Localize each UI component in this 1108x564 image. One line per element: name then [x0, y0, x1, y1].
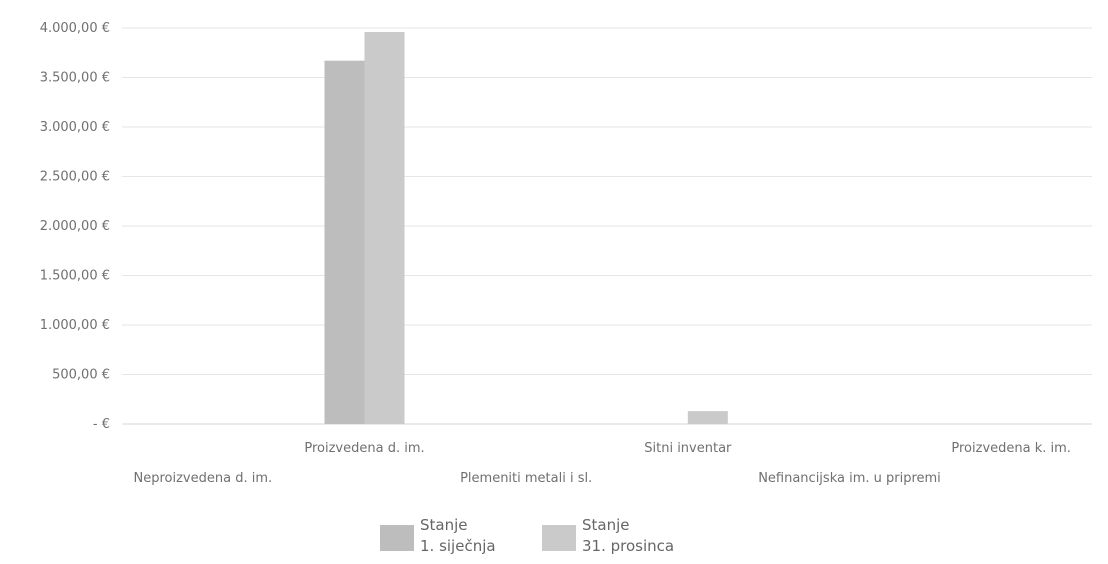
legend-swatch — [542, 525, 576, 551]
x-category-label: Sitni inventar — [644, 441, 732, 456]
legend-label: Stanje — [420, 516, 468, 534]
y-tick-label: 1.500,00 € — [40, 269, 110, 284]
x-category-label: Neproizvedena d. im. — [134, 471, 273, 486]
x-category-label: Plemeniti metali i sl. — [460, 471, 592, 486]
x-category-label: Nefinancijska im. u pripremi — [758, 471, 941, 486]
x-axis-category-labels: Neproizvedena d. im. Proizvedena d. im. Pl… — [134, 441, 1071, 486]
y-tick-label: 500,00 € — [52, 368, 110, 383]
x-category-label: Proizvedena k. im. — [951, 441, 1071, 456]
y-tick-label: 2.500,00 € — [40, 170, 110, 185]
legend-swatch — [380, 525, 414, 551]
legend: Stanje 1. siječnja Stanje 31. prosinca — [380, 516, 674, 555]
y-tick-label: 1.000,00 € — [40, 318, 110, 333]
gridlines — [122, 27, 1092, 425]
y-tick-label: 4.000,00 € — [40, 21, 110, 36]
bars — [324, 31, 728, 425]
y-tick-label: 2.000,00 € — [40, 219, 110, 234]
y-axis-tick-labels: - € 500,00 € 1.000,00 € 1.500,00 € 2.000,00 … — [40, 21, 110, 432]
bar — [687, 411, 728, 424]
y-tick-label: 3.000,00 € — [40, 120, 110, 135]
y-tick-label: 3.500,00 € — [40, 71, 110, 86]
legend-label: 1. siječnja — [420, 537, 496, 555]
bar — [324, 60, 365, 425]
legend-label: 31. prosinca — [582, 537, 674, 555]
y-tick-label: - € — [93, 417, 110, 432]
legend-label: Stanje — [582, 516, 630, 534]
bar — [364, 31, 405, 425]
x-category-label: Proizvedena d. im. — [304, 441, 424, 456]
